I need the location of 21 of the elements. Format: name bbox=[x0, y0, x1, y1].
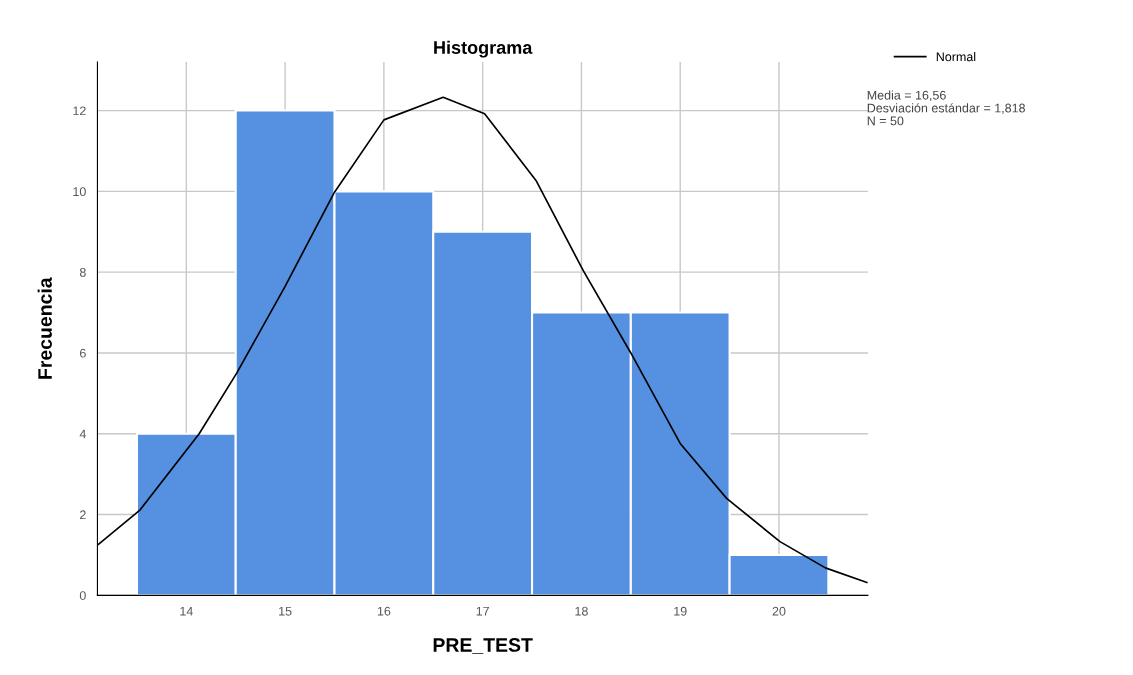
y-tick-label: 0 bbox=[79, 591, 86, 600]
legend-label: Normal bbox=[936, 52, 976, 62]
y-tick-label: 6 bbox=[80, 348, 86, 358]
x-tick-label: 14 bbox=[180, 606, 193, 616]
y-tick-label: 12 bbox=[73, 106, 86, 116]
x-tick-label: 19 bbox=[674, 606, 687, 616]
y-tick-label: 10 bbox=[73, 187, 86, 197]
annotation: N = 50 bbox=[867, 116, 904, 126]
x-axis-title: PRE_TEST bbox=[433, 638, 533, 655]
annotation: Media = 16,56 bbox=[867, 90, 946, 102]
y-tick-label: 4 bbox=[79, 429, 86, 439]
annotation: Desviación estándar = 1,818 bbox=[867, 103, 1025, 114]
y-tick-label: 2 bbox=[80, 510, 86, 520]
x-tick-label: 18 bbox=[575, 606, 588, 616]
x-tick-label: 20 bbox=[772, 606, 786, 616]
y-tick-label: 8 bbox=[79, 267, 86, 277]
chart-title: Histograma bbox=[434, 40, 533, 58]
x-tick-label: 15 bbox=[279, 606, 292, 616]
x-tick-label: 17 bbox=[476, 606, 489, 616]
y-axis-title: Frecuencia bbox=[37, 277, 52, 379]
x-tick-label: 16 bbox=[377, 606, 391, 616]
